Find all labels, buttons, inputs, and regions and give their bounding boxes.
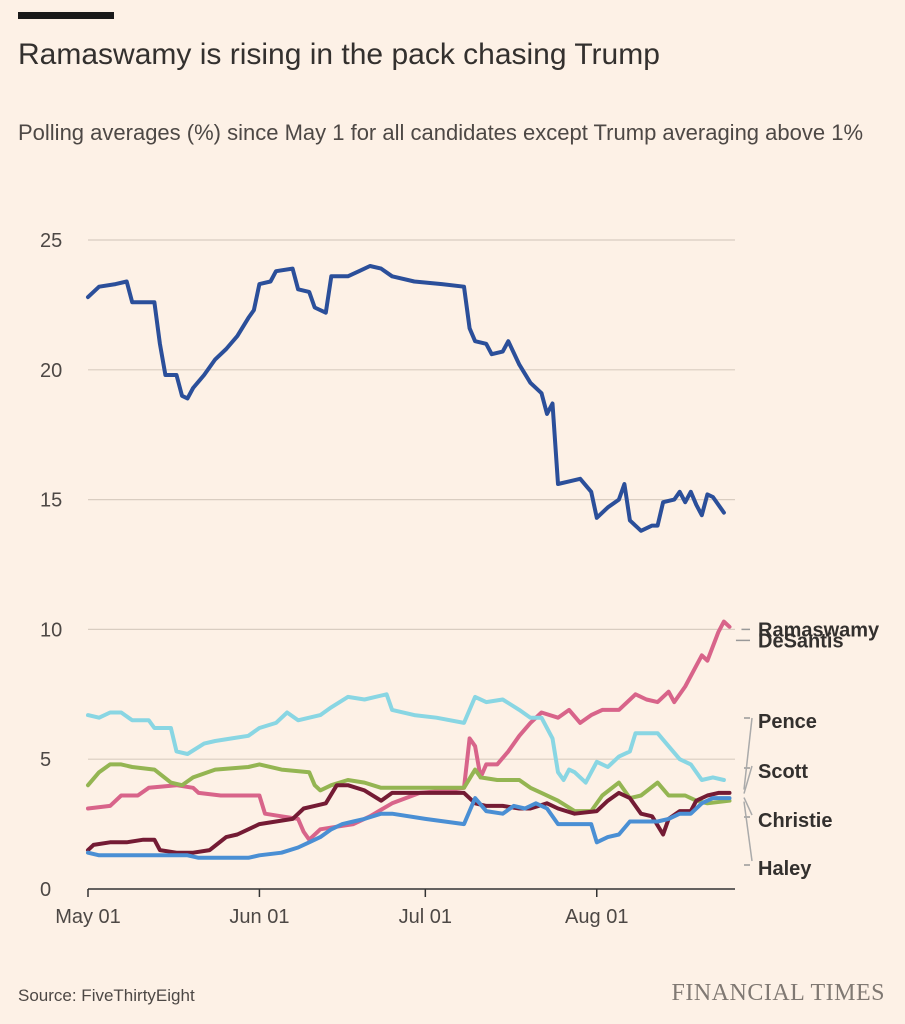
series-label-haley: Haley xyxy=(758,858,812,880)
x-tick-label: May 01 xyxy=(55,906,121,928)
y-tick-label: 20 xyxy=(40,360,62,382)
series-lines xyxy=(86,264,732,860)
y-tick-label: 25 xyxy=(40,230,62,252)
series-label-scott: Scott xyxy=(758,761,808,783)
chart-subtitle: Polling averages (%) since May 1 for all… xyxy=(18,120,864,145)
chart-title: Ramaswamy is rising in the pack chasing … xyxy=(18,38,660,71)
brand-bar xyxy=(18,12,114,19)
series-line-pence xyxy=(86,692,726,785)
series-line-desantis xyxy=(86,264,726,533)
x-tick-label: Jun 01 xyxy=(229,906,289,928)
y-tick-label: 15 xyxy=(40,490,62,512)
label-bracket xyxy=(743,765,753,794)
label-bracket xyxy=(743,717,753,790)
ft-logo: FINANCIAL TIMES xyxy=(671,980,885,1006)
series-line-christie xyxy=(86,783,732,855)
label-bracket xyxy=(743,797,753,816)
line-chart: 0 5 10 15 20 25 May 01 Jun 01 Jul 01 Aug 01 DeSa… xyxy=(40,230,880,928)
source-note: Source: FiveThirtyEight xyxy=(18,986,195,1005)
y-tick-label: 5 xyxy=(40,749,51,771)
x-tick-label: Jul 01 xyxy=(399,906,452,928)
y-tick-label: 10 xyxy=(40,619,62,641)
x-axis: May 01 Jun 01 Jul 01 Aug 01 xyxy=(55,888,735,928)
grid-lines xyxy=(88,239,735,760)
series-line-ramaswamy xyxy=(86,619,732,842)
label-bracket xyxy=(743,801,753,862)
series-line-haley xyxy=(86,796,732,860)
series-label-ramaswamy: Ramaswamy xyxy=(758,619,880,641)
series-label-christie: Christie xyxy=(758,810,832,832)
series-label-desantis: DeSantis xyxy=(758,630,844,652)
series-label-pence: Pence xyxy=(758,711,817,733)
y-axis: 0 5 10 15 20 25 xyxy=(40,230,62,901)
series-line-scott xyxy=(86,762,732,814)
y-tick-label: 0 xyxy=(40,879,51,901)
x-tick-label: Aug 01 xyxy=(565,906,628,928)
